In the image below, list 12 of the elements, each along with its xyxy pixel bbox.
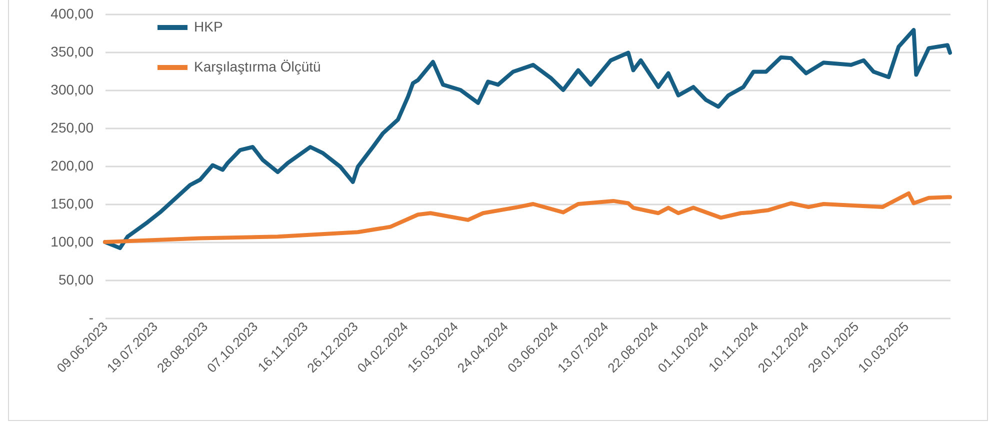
y-tick-label: 100,00 xyxy=(50,234,94,250)
y-tick-label: 350,00 xyxy=(50,44,94,60)
legend-label: HKP xyxy=(194,18,223,34)
y-tick-label: 250,00 xyxy=(50,120,94,136)
y-tick-label: 50,00 xyxy=(58,272,94,288)
y-tick-label: 150,00 xyxy=(50,196,94,212)
y-tick-label: 200,00 xyxy=(50,158,94,174)
y-tick-label: - xyxy=(88,310,94,326)
y-tick-label: 300,00 xyxy=(50,82,94,98)
legend-label: Karşılaştırma Ölçütü xyxy=(194,58,321,74)
y-tick-label: 400,00 xyxy=(50,6,94,22)
line-series xyxy=(103,191,952,244)
